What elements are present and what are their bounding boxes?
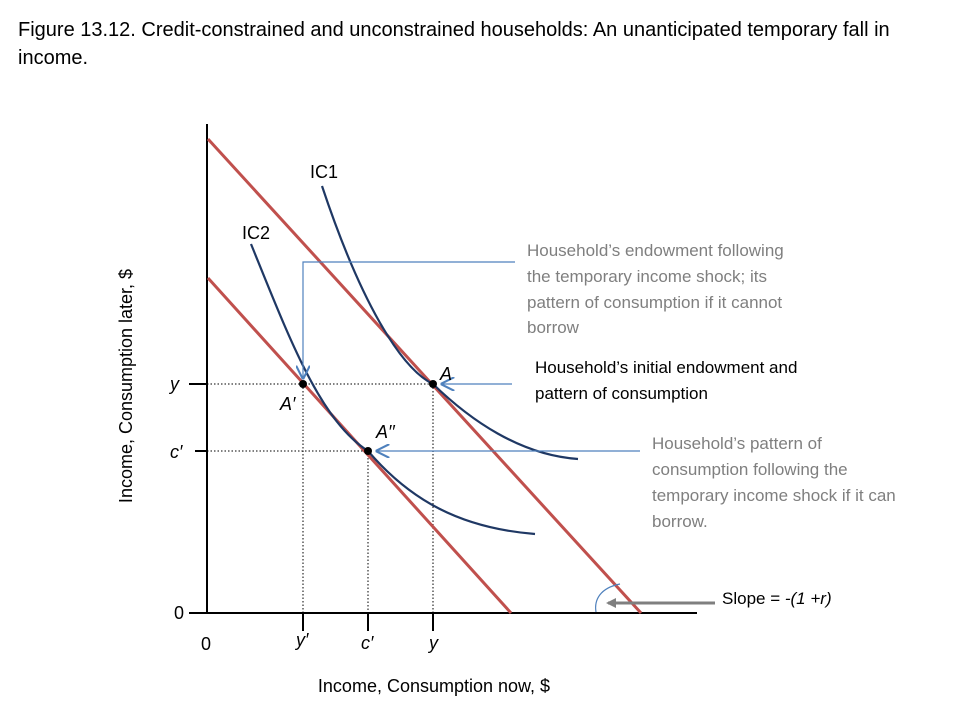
point-a-double-prime: [364, 447, 372, 455]
note-line: Household’s endowment following: [527, 241, 784, 260]
x-tick-label-y: y: [427, 633, 439, 653]
borrow-consumption-note: Household’s pattern of consumption follo…: [652, 434, 896, 531]
note-line: temporary income shock if it can: [652, 486, 896, 505]
budget-line-initial: [206, 137, 643, 615]
note-line: the temporary income shock; its: [527, 267, 767, 286]
x-tick-label-c-prime: c′: [361, 633, 374, 653]
shock-endowment-note: Household’s endowment following the temp…: [527, 241, 784, 337]
x-tick-label-y-prime: y′: [294, 630, 309, 650]
point-a-label: A: [439, 364, 452, 384]
point-a-double-prime-label: A′′: [375, 422, 395, 442]
note-line: borrow: [527, 318, 580, 337]
figure-title: Figure 13.12. Credit-constrained and unc…: [18, 19, 890, 69]
slope-prefix: Slope =: [722, 589, 785, 608]
note-line: Household’s initial endowment and: [535, 358, 797, 377]
x-origin-label: 0: [201, 634, 211, 654]
note-line: borrow.: [652, 512, 708, 531]
y-axis-title: Income, Consumption later, $: [116, 269, 136, 503]
ic2-label: IC2: [242, 223, 270, 243]
indifference-curve-ic2: [249, 243, 536, 536]
note-line: Household’s pattern of: [652, 434, 822, 453]
y-tick-label-c-prime: c′: [170, 442, 183, 462]
guide-lines: [207, 383, 434, 613]
shock-endowment-arrow: [303, 261, 515, 378]
point-a-prime-label: A′: [279, 394, 296, 414]
y-tick-label-y: y: [168, 374, 180, 394]
initial-endowment-note: Household’s initial endowment and patter…: [535, 358, 797, 403]
point-a-prime: [299, 380, 307, 388]
point-a: [429, 380, 437, 388]
x-axis-title: Income, Consumption now, $: [318, 676, 550, 696]
slope-angle-arc: [595, 583, 621, 613]
note-line: pattern of consumption if it cannot: [527, 293, 782, 312]
ic1-label: IC1: [310, 162, 338, 182]
y-origin-label: 0: [174, 603, 184, 623]
slope-value: -(1 +r): [785, 589, 832, 608]
note-line: pattern of consumption: [535, 384, 708, 403]
note-line: consumption following the: [652, 460, 848, 479]
slope-note: Slope = -(1 +r): [722, 589, 832, 608]
